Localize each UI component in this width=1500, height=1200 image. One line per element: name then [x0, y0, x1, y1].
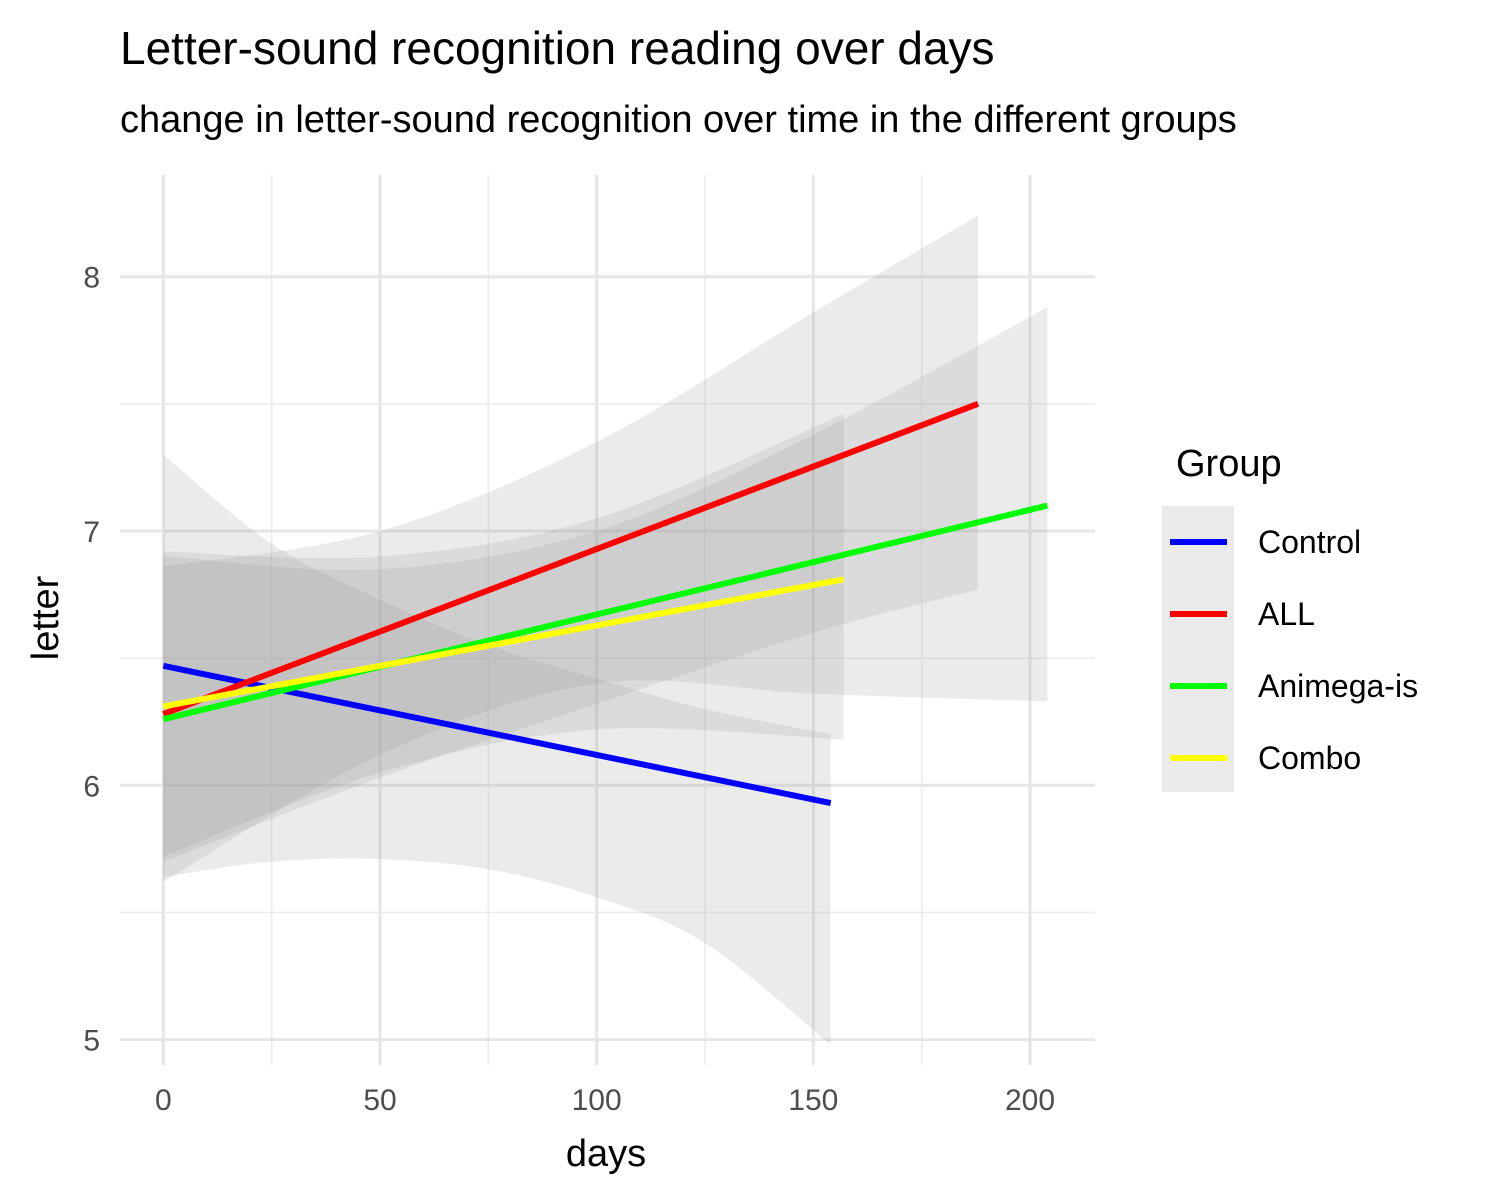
x-tick-label: 0	[155, 1084, 172, 1117]
series-lines	[162, 401, 1049, 807]
confidence-band-control	[163, 454, 831, 1045]
tick-labels: 0 50 100 150 200 5 6 7 8	[83, 262, 1055, 1117]
legend: Group Control ALL Animega-is Combo	[1162, 443, 1418, 792]
y-axis-title: letter	[25, 575, 67, 660]
x-tick-label: 200	[1005, 1084, 1055, 1117]
x-tick-label: 50	[363, 1084, 396, 1117]
legend-key-background	[1162, 506, 1234, 792]
y-tick-label: 8	[83, 262, 100, 295]
legend-label: Combo	[1258, 740, 1361, 776]
confidence-bands	[163, 215, 1048, 1045]
chart-subtitle: change in letter-sound recognition over …	[120, 99, 1237, 141]
chart-title: Letter-sound recognition reading over da…	[120, 22, 995, 74]
y-tick-label: 6	[83, 770, 100, 803]
legend-label: ALL	[1258, 596, 1315, 632]
series-line-combo	[162, 576, 845, 710]
confidence-band-all	[163, 215, 979, 862]
y-tick-label: 7	[83, 516, 100, 549]
confidence-band-animega-is	[163, 307, 1048, 882]
legend-title: Group	[1176, 443, 1282, 485]
x-tick-label: 150	[788, 1084, 838, 1117]
grid	[120, 175, 1095, 1065]
series-line-all	[162, 401, 980, 717]
series-line-animega-is	[162, 502, 1049, 723]
legend-label: Control	[1258, 524, 1361, 560]
y-tick-label: 5	[83, 1025, 100, 1058]
legend-label: Animega-is	[1258, 668, 1418, 704]
x-tick-label: 100	[572, 1084, 622, 1117]
x-axis-title: days	[566, 1133, 646, 1175]
